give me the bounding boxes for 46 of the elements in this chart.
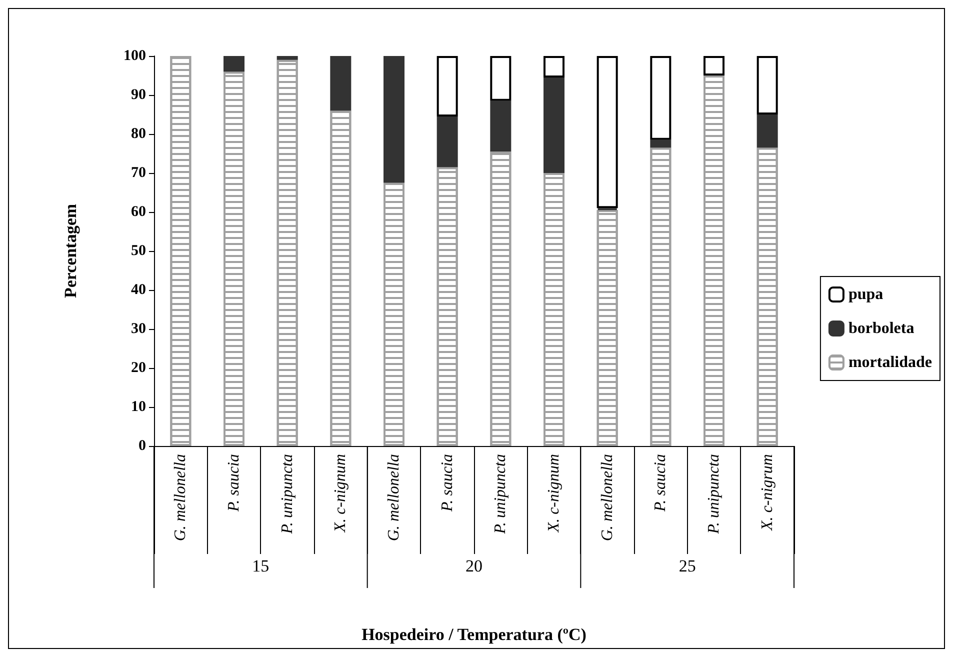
y-axis-title: Percentagem [61,204,80,298]
bar [330,56,352,111]
legend-label: borboleta [848,320,914,337]
y-tick-label: 90 [131,87,146,103]
y-tick-label: 100 [124,48,146,64]
x-axis-title: Hospedeiro / Temperatura (ºC) [362,625,586,644]
bar [544,56,564,78]
bar [544,77,564,173]
bar [384,56,404,183]
y-tick-label: 80 [131,126,146,142]
bar [436,56,458,116]
x-tick-label: G. mellonella [386,454,402,542]
x-tick-label: P. unipuncta [706,454,722,535]
x-tick-label: P. saucia [438,454,456,512]
x-tick-label: X. c-nigrum [758,454,776,532]
y-tick-label: 30 [131,321,146,337]
bar [436,116,458,168]
x-tick-label: P. unipuncta [492,454,510,535]
x-tick-label: P. saucia [226,454,242,512]
y-tick-label: 40 [131,282,146,298]
x-tick-label: X. c-nignum [546,454,562,534]
text: 15 [252,556,270,576]
y-tick-label: 20 [131,360,146,376]
bar [650,140,672,148]
bar [704,56,724,76]
text: 25 [678,556,696,576]
bar [224,56,244,72]
x-tick-label: G. mellonella [598,454,616,542]
x-tick-label: X. c-nignum [332,454,350,534]
bar [596,56,618,208]
y-tick-label: 70 [131,165,146,181]
x-tick-label: G. mellonella [172,454,190,542]
bar [756,114,778,148]
bar [650,56,672,140]
y-tick-label: 0 [138,438,146,454]
bar [756,56,778,114]
bar [490,100,512,152]
y-tick-label: 10 [131,399,146,415]
y-tick-label: 60 [131,204,146,220]
x-tick-label: P. unipuncta [278,454,296,535]
legend-label: mortalidade [848,354,932,371]
y-tick-label: 50 [131,243,146,259]
text: 20 [466,556,482,576]
bar [490,56,512,101]
x-tick-label: P. saucia [652,454,670,512]
legend-label: pupa [848,286,884,303]
